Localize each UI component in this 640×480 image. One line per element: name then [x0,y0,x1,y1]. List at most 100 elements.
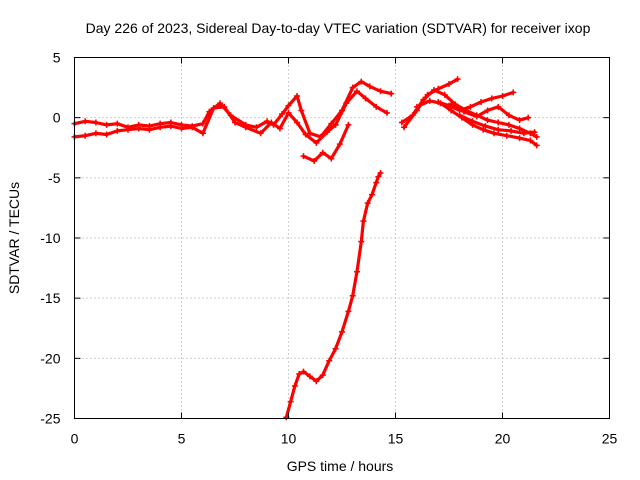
data-point [276,125,283,132]
data-point [135,125,142,132]
data-point [508,127,515,134]
data-point [435,85,442,92]
data-point [448,101,455,108]
data-point [373,179,380,186]
series-trace [449,102,530,122]
data-point [495,103,502,110]
data-point [313,378,320,385]
data-point [300,153,307,160]
data-point [199,130,206,137]
data-point [495,119,502,126]
data-point [189,124,196,131]
data-point [364,200,371,207]
series-track-2 [71,88,390,146]
data-point [345,121,352,128]
data-point [326,357,333,364]
data-point [332,345,339,352]
data-point [473,113,480,120]
data-point [300,368,307,375]
data-point [125,126,131,133]
data-point [92,130,99,137]
data-point [510,89,517,96]
x-tick-label: 15 [388,431,404,447]
data-point [388,90,395,97]
data-point [377,170,384,177]
y-tick-label: -25 [40,411,60,427]
data-point [296,370,303,377]
data-point [221,103,228,110]
y-tick-label: -10 [40,230,60,246]
data-point [287,398,294,405]
series-trace [301,123,350,163]
data-point [456,112,463,119]
data-point [339,328,345,335]
data-point [454,76,461,83]
chart-title: Day 226 of 2023, Sidereal Day-to-day VTE… [86,20,591,36]
data-point [82,132,89,139]
data-point [298,107,305,114]
data-point [533,133,540,140]
data-point [319,149,326,156]
x-tick-label: 10 [281,431,297,447]
data-point [531,129,538,136]
series-track-8 [448,101,532,124]
data-point [253,124,260,131]
data-point [302,131,309,138]
y-axis-label: SDTVAR / TECUs [6,182,22,294]
data-point [398,119,405,126]
data-point [368,191,375,198]
data-point [516,135,523,142]
data-point [446,80,452,87]
data-point [373,103,380,110]
data-point [114,120,121,127]
data-point [467,103,474,110]
data-point [242,124,249,131]
data-point [424,91,431,98]
data-point [525,114,532,121]
data-point [328,120,335,127]
data-point [336,141,343,148]
data-point [103,121,110,128]
x-tick-label: 0 [71,431,79,447]
data-point [285,102,292,109]
data-point [343,100,350,107]
grid [74,57,610,419]
data-point [358,78,365,85]
data-point [353,268,360,275]
data-point [157,124,164,131]
data-point [516,125,523,132]
data-point [505,112,512,119]
data-point [484,117,491,124]
data-point [349,84,356,91]
data-point [377,88,384,95]
data-point [232,119,238,126]
data-point [103,131,110,138]
series-trace [72,89,389,145]
data-point [328,155,335,162]
y-tick-label: 5 [53,50,61,66]
data-point [401,124,408,131]
data-point [484,107,491,114]
data-point [469,118,476,125]
data-point [199,120,206,127]
data-point [426,97,433,104]
data-point [146,126,153,133]
data-point [499,93,506,100]
x-tick-label: 25 [602,431,618,447]
data-point [279,111,286,118]
data-point [435,99,442,106]
data-point [114,127,121,134]
data-point [505,121,512,128]
data-point [527,137,534,144]
y-tick-label: 0 [53,110,61,126]
data-point [306,373,313,380]
x-axis-label: GPS time / hours [287,458,394,474]
data-point [366,83,373,90]
data-point [480,126,487,133]
data-point [482,123,489,130]
x-tick-label: 20 [495,431,511,447]
data-series [71,76,540,421]
series-track-3 [300,121,352,164]
data-point [217,100,224,107]
